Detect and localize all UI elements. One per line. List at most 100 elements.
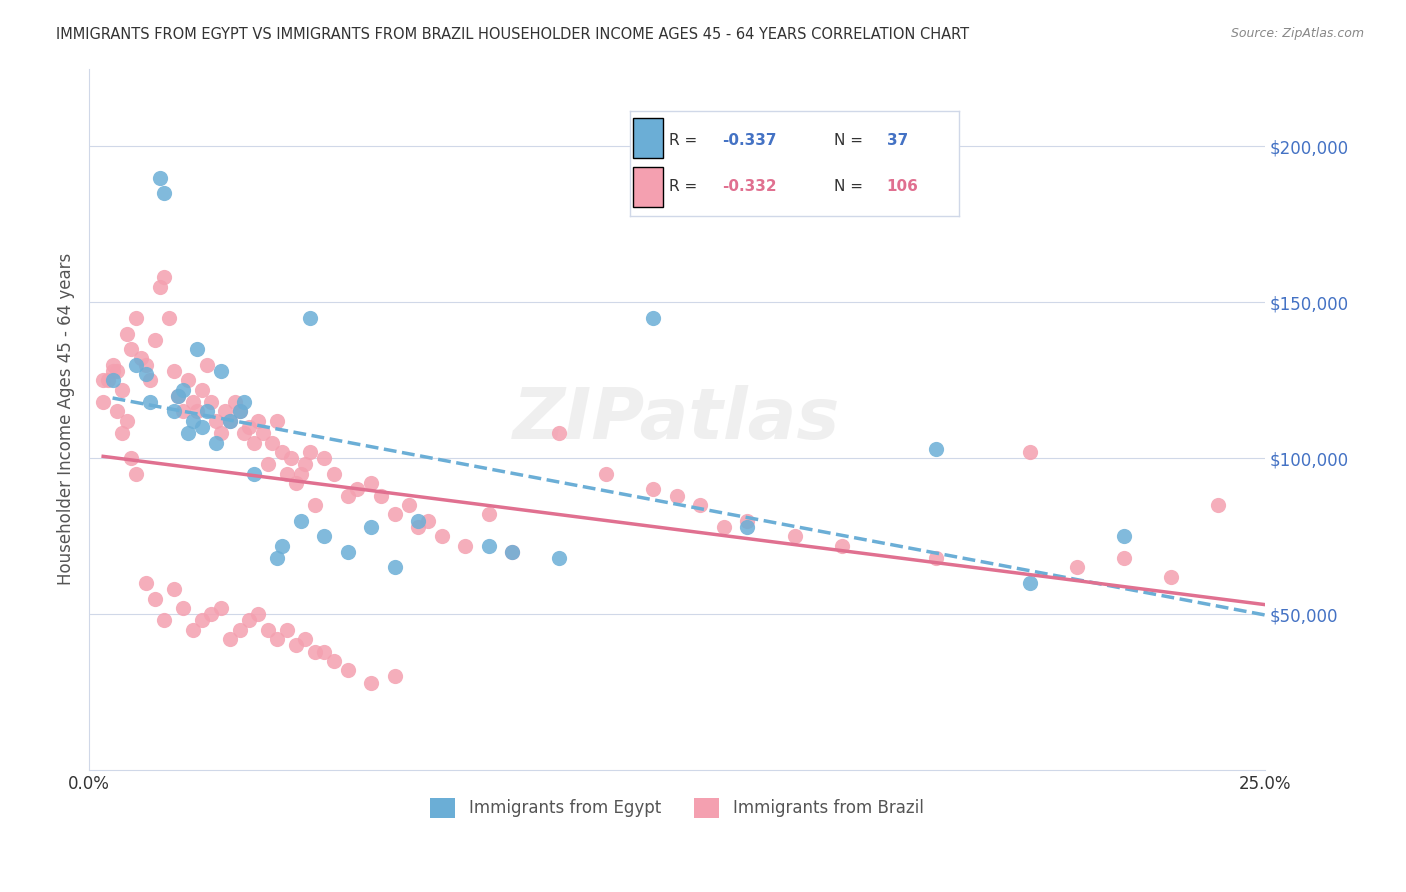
Point <box>783 529 806 543</box>
Point <box>125 310 148 325</box>
Point <box>336 545 359 559</box>
Point <box>163 582 186 597</box>
Point <box>238 613 260 627</box>
Point <box>209 600 232 615</box>
Point <box>266 632 288 646</box>
Point <box>406 520 429 534</box>
Point <box>314 529 336 543</box>
Point <box>398 498 420 512</box>
Point <box>163 364 186 378</box>
Text: ZIPatlas: ZIPatlas <box>513 384 841 454</box>
Point <box>205 414 228 428</box>
Point <box>200 607 222 621</box>
Point <box>299 310 322 325</box>
Point <box>101 364 124 378</box>
Point <box>262 435 284 450</box>
Point <box>115 326 138 341</box>
Point <box>247 607 270 621</box>
Point <box>105 404 128 418</box>
Point <box>1160 570 1182 584</box>
Point <box>360 520 382 534</box>
Point <box>233 395 256 409</box>
Point <box>285 638 308 652</box>
Point <box>370 489 392 503</box>
Point <box>406 514 429 528</box>
Point <box>120 342 142 356</box>
Legend: Immigrants from Egypt, Immigrants from Brazil: Immigrants from Egypt, Immigrants from B… <box>423 791 931 825</box>
Point <box>1112 551 1135 566</box>
Point <box>111 383 134 397</box>
Point <box>548 551 571 566</box>
Point <box>228 404 250 418</box>
Point <box>153 270 176 285</box>
Point <box>276 623 298 637</box>
Point <box>157 310 180 325</box>
Point <box>285 476 308 491</box>
Point <box>172 404 194 418</box>
Point <box>224 395 246 409</box>
Point <box>200 395 222 409</box>
Point <box>360 675 382 690</box>
Point <box>191 420 214 434</box>
Point <box>186 342 208 356</box>
Point <box>276 467 298 481</box>
Text: IMMIGRANTS FROM EGYPT VS IMMIGRANTS FROM BRAZIL HOUSEHOLDER INCOME AGES 45 - 64 : IMMIGRANTS FROM EGYPT VS IMMIGRANTS FROM… <box>56 27 969 42</box>
Point <box>314 644 336 658</box>
Point <box>1206 498 1229 512</box>
Y-axis label: Householder Income Ages 45 - 64 years: Householder Income Ages 45 - 64 years <box>58 253 75 585</box>
Point <box>242 467 264 481</box>
Point <box>214 404 236 418</box>
Point <box>149 279 172 293</box>
Point <box>195 358 218 372</box>
Point <box>111 426 134 441</box>
Point <box>172 383 194 397</box>
Point <box>120 451 142 466</box>
Point <box>831 539 853 553</box>
Point <box>322 654 344 668</box>
Point <box>97 373 120 387</box>
Point <box>1066 560 1088 574</box>
Point <box>105 364 128 378</box>
Point <box>252 426 274 441</box>
Point <box>294 632 316 646</box>
Point <box>1112 529 1135 543</box>
Point <box>416 514 439 528</box>
Point <box>299 445 322 459</box>
Point <box>139 395 162 409</box>
Point <box>134 576 156 591</box>
Point <box>737 520 759 534</box>
Point <box>195 404 218 418</box>
Point <box>294 458 316 472</box>
Point <box>153 613 176 627</box>
Point <box>125 467 148 481</box>
Point <box>336 663 359 677</box>
Point <box>1018 576 1040 591</box>
Point <box>689 498 711 512</box>
Point <box>256 623 278 637</box>
Point <box>314 451 336 466</box>
Point <box>643 310 665 325</box>
Point <box>181 395 204 409</box>
Point <box>233 426 256 441</box>
Point <box>172 600 194 615</box>
Point <box>181 414 204 428</box>
Point <box>478 508 501 522</box>
Point <box>924 551 946 566</box>
Point <box>304 498 326 512</box>
Point <box>228 404 250 418</box>
Point <box>143 333 166 347</box>
Point <box>143 591 166 606</box>
Point <box>209 364 232 378</box>
Point <box>266 551 288 566</box>
Point <box>181 623 204 637</box>
Point <box>270 539 292 553</box>
Point <box>91 395 114 409</box>
Point <box>101 358 124 372</box>
Point <box>149 170 172 185</box>
Point <box>322 467 344 481</box>
Point <box>501 545 523 559</box>
Point <box>186 404 208 418</box>
Point <box>91 373 114 387</box>
Point <box>548 426 571 441</box>
Point <box>665 489 688 503</box>
